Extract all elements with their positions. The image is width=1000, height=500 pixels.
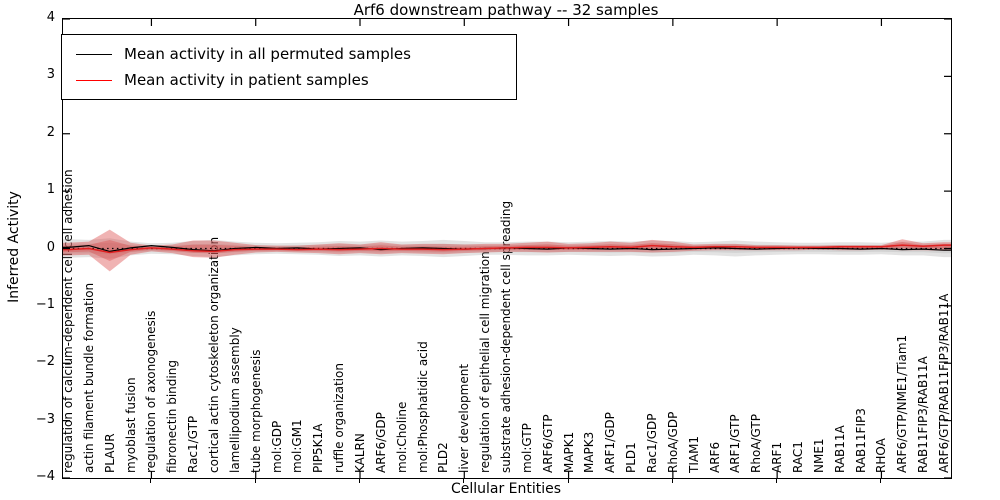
legend-entry-patient: Mean activity in patient samples	[70, 67, 506, 93]
x-axis-tick	[880, 479, 882, 483]
y-tick-label: −4	[35, 469, 55, 484]
x-tick-label: ARF6/GTP/NME1/Tiam1	[895, 334, 910, 473]
x-axis-tick	[254, 479, 256, 483]
x-tick-label: substrate adhesion-dependent cell spread…	[499, 200, 513, 473]
chart-title: Arf6 downstream pathway -- 32 samples	[353, 1, 659, 19]
x-tick-label: regulation of calcium-dependent cell-cel…	[61, 169, 75, 473]
x-tick-label: ruffle organization	[332, 363, 347, 473]
x-tick-label: Rac1/GDP	[645, 413, 659, 473]
x-tick-label: ARF6	[707, 441, 722, 473]
y-tick-label: 1	[46, 182, 55, 198]
y-tick-label: −2	[35, 354, 55, 370]
x-tick-label: MAPK3	[582, 431, 597, 473]
x-tick-label: regulation of axonogenesis	[144, 310, 159, 473]
x-tick-label: PLD2	[436, 442, 451, 473]
x-tick-label: TIAM1	[686, 435, 701, 473]
x-tick-label: mol:Phosphatidic acid	[415, 341, 430, 473]
x-axis-tick	[567, 479, 569, 483]
x-tick-label: myoblast fusion	[123, 377, 138, 473]
x-axis-tick	[776, 479, 778, 483]
legend-label-permuted: Mean activity in all permuted samples	[124, 45, 411, 63]
x-tick-label: mol:GTP	[519, 423, 534, 473]
x-tick-label: PLAUR	[102, 433, 117, 473]
x-tick-label: ARF1/GDP	[603, 412, 618, 473]
x-tick-label: ARF1	[770, 441, 785, 473]
x-tick-label: RhoA/GTP	[749, 414, 764, 473]
x-tick-label: RAB11FIP3/RAB11A	[916, 356, 931, 473]
x-tick-label: liver development	[457, 363, 472, 473]
x-tick-label: PIP5K1A	[311, 423, 326, 473]
y-tick-label: −1	[35, 296, 55, 312]
x-tick-label: RAB11FIP3	[853, 408, 868, 473]
x-tick-label: ARF6/GTP/RAB11FIP3/RAB11A	[937, 293, 951, 473]
legend: Mean activity in all permuted samples Me…	[61, 34, 517, 100]
y-tick-label: −3	[35, 411, 55, 427]
y-tick-label: 2	[46, 124, 55, 140]
x-tick-label: ARF6/GDP	[373, 412, 388, 473]
x-tick-label: RHOA	[874, 438, 889, 473]
y-tick-label: 3	[46, 67, 55, 83]
x-tick-label: mol:Choline	[394, 401, 409, 473]
x-axis-label: Cellular Entities	[450, 481, 562, 497]
x-tick-label: tube morphogenesis	[248, 349, 263, 473]
x-tick-label: regulation of epithelial cell migration	[478, 251, 493, 473]
x-tick-label: NME1	[811, 438, 826, 473]
x-tick-label: RAC1	[791, 441, 805, 473]
x-tick-label: actin filament bundle formation	[81, 282, 96, 473]
x-tick-label: ARF1/GTP	[728, 414, 743, 473]
x-tick-label: cortical actin cytoskeleton organization	[207, 236, 221, 473]
x-tick-label: mol:GM1	[290, 419, 305, 473]
x-tick-label: mol:GDP	[269, 420, 284, 473]
x-tick-label: RAB11A	[832, 425, 847, 473]
y-tick-label: 0	[46, 239, 55, 255]
x-tick-label: ARF6/GTP	[540, 414, 555, 473]
x-tick-label: MAPK1	[561, 431, 576, 473]
x-tick-label: Rac1/GTP	[186, 415, 201, 473]
x-tick-label: RhoA/GDP	[665, 411, 680, 473]
x-tick-label: PLD1	[624, 442, 639, 473]
x-tick-label: KALRN	[353, 433, 367, 473]
x-axis-tick	[463, 479, 465, 483]
x-axis-tick	[150, 479, 152, 483]
legend-entry-permuted: Mean activity in all permuted samples	[70, 41, 506, 67]
permuted-line-swatch	[76, 53, 112, 55]
legend-label-patient: Mean activity in patient samples	[124, 71, 369, 89]
y-tick-label: 4	[46, 10, 55, 25]
x-tick-label: lamellipodium assembly	[227, 327, 242, 473]
x-axis-tick	[359, 479, 360, 483]
patient-line-swatch	[76, 79, 112, 81]
x-axis-tick	[671, 479, 673, 483]
x-tick-label: fibronectin binding	[165, 360, 180, 473]
